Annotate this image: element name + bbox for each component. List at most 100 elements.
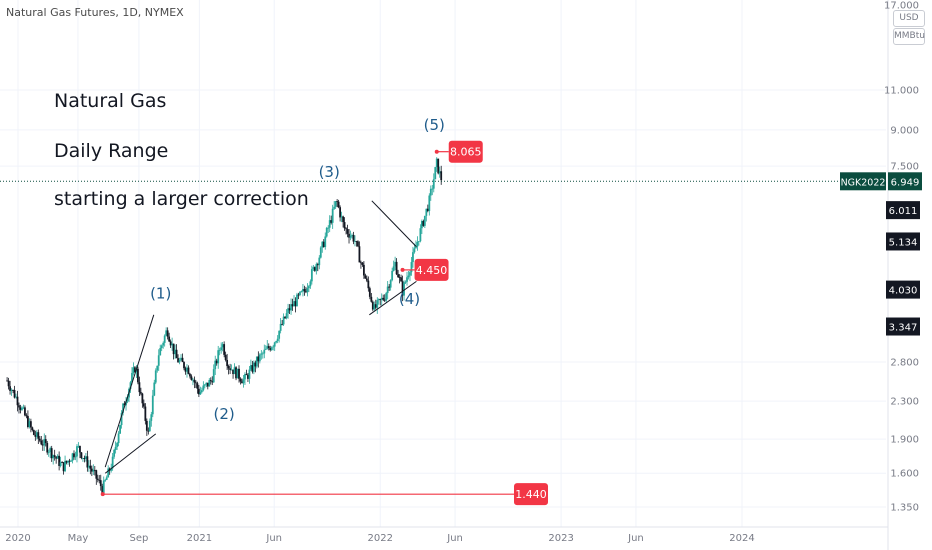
axis-badge — [886, 317, 920, 336]
candle-body — [150, 414, 153, 421]
candle-body — [293, 301, 295, 307]
candle-body — [232, 369, 234, 375]
grid-lines — [0, 0, 886, 527]
candle-body — [306, 288, 309, 293]
candle-body — [34, 434, 37, 437]
price-axis: 17.000 11.000 9.000 7.500 2.800 2.300 1.900 1.6… — [840, 0, 922, 550]
candle-body — [242, 379, 245, 384]
candle-body — [294, 301, 297, 307]
x-tick-label: 2023 — [548, 533, 573, 544]
candle-body — [349, 235, 352, 238]
candle-body — [373, 304, 376, 310]
candle-body — [270, 347, 273, 351]
candle-body — [333, 206, 336, 209]
candle-body — [178, 360, 181, 363]
candle-body — [61, 462, 64, 463]
candle-body — [56, 455, 59, 459]
candle-body — [113, 449, 116, 457]
candle-body — [141, 393, 144, 404]
candle-body — [22, 407, 25, 409]
candle-body — [65, 460, 68, 463]
candle-body — [86, 456, 89, 468]
candle-body — [117, 433, 120, 444]
candle-body — [288, 308, 291, 311]
candle-body — [339, 207, 342, 218]
candle-body — [397, 274, 399, 278]
candle-body — [202, 385, 205, 391]
candle-body — [336, 201, 339, 202]
annotation-line-2: Daily Range — [54, 140, 169, 162]
currency-button[interactable]: USD — [893, 10, 925, 27]
candle-body — [413, 248, 416, 253]
x-tick-label: Jun — [446, 533, 463, 544]
candle-body — [278, 330, 281, 339]
candle-body — [104, 479, 107, 481]
candle-body — [74, 456, 77, 458]
candle-body — [302, 289, 304, 292]
candle-body — [342, 216, 344, 223]
x-tick-label: 2022 — [368, 533, 393, 544]
symbol-badge — [840, 172, 886, 191]
candle-body — [114, 446, 117, 450]
candle-body — [227, 366, 230, 369]
candle-body — [238, 368, 240, 379]
candle-body — [154, 370, 157, 383]
price-label-anchor — [100, 492, 105, 497]
candle-body — [275, 341, 278, 343]
candle-body — [212, 369, 215, 383]
candle-body — [87, 465, 90, 468]
candle-body — [263, 349, 266, 354]
candle-body — [193, 379, 196, 383]
candle-body — [379, 299, 382, 300]
candle-body — [376, 300, 379, 308]
symbol-badge-text: NGK2022 — [841, 177, 886, 188]
candle-body — [215, 360, 218, 364]
price-label-box — [414, 258, 449, 281]
candle-body — [83, 458, 86, 459]
candle-body — [177, 358, 179, 363]
candle-body — [183, 362, 185, 369]
candle-body — [98, 479, 101, 481]
candle-body — [18, 405, 20, 408]
candle-body — [73, 453, 75, 458]
price-label-text: 4.450 — [416, 264, 448, 277]
candle-body — [119, 425, 121, 434]
candle-body — [245, 374, 248, 376]
candle-body — [362, 264, 365, 276]
candle-body — [325, 227, 328, 237]
candle-body — [32, 430, 35, 435]
candle-body — [383, 299, 386, 301]
candle-body — [47, 452, 50, 453]
candle-body — [71, 453, 74, 461]
candle-body — [361, 262, 364, 265]
candle-body — [175, 349, 178, 359]
candle-body — [24, 407, 26, 416]
candle-body — [261, 353, 264, 355]
candle-body — [151, 395, 154, 415]
candle-body — [148, 420, 151, 432]
price-label-box — [514, 483, 548, 506]
candle-body — [7, 380, 10, 387]
unit-button[interactable]: MMBtu — [893, 28, 925, 45]
candle-body — [144, 406, 147, 421]
candle-body — [374, 304, 377, 308]
candle-body — [226, 359, 229, 367]
candle-body — [35, 432, 38, 437]
candle-body — [266, 346, 269, 349]
candle-body — [41, 444, 44, 446]
symbol-title[interactable]: Natural Gas Futures, 1D, NYMEX — [6, 6, 184, 19]
candle-body — [10, 389, 13, 391]
candle-body — [13, 390, 16, 398]
candle-body — [62, 462, 65, 472]
candle-body — [343, 222, 346, 229]
time-axis: 2020 May Sep 2021 Jun 2022 Jun 2023 Jun 2024 — [0, 526, 888, 544]
candle-body — [258, 354, 261, 362]
candle-body — [330, 220, 333, 223]
candle-body — [328, 220, 331, 228]
x-tick-label: Jun — [265, 533, 282, 544]
candle-body — [27, 416, 29, 427]
candle-body — [324, 236, 327, 247]
wave-label: (1) — [150, 285, 171, 303]
candle-body — [252, 362, 255, 372]
